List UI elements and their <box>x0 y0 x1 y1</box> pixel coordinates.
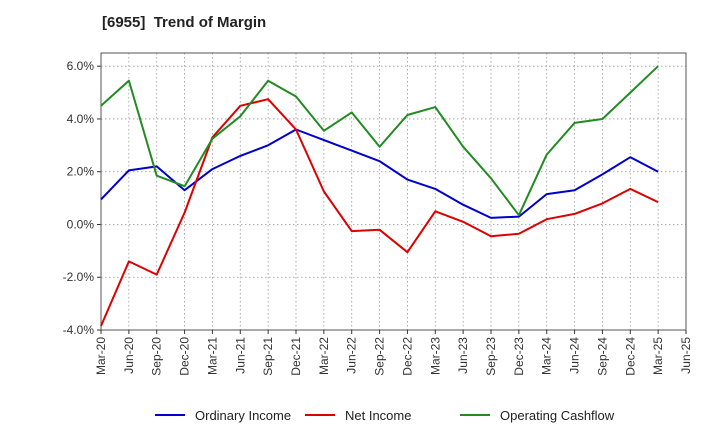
x-tick-label: Jun-24 <box>568 337 582 374</box>
x-tick-label: Sep-23 <box>484 337 498 376</box>
x-tick-label: Dec-24 <box>623 337 637 376</box>
series-line-ordinary-income <box>100 128 659 219</box>
y-tick-label: -4.0% <box>63 323 95 337</box>
chart-title: [6955] Trend of Margin <box>102 14 267 31</box>
series-line-operating-cashflow <box>100 65 659 217</box>
x-tick-label: Jun-22 <box>345 337 359 374</box>
x-tick-label: Jun-25 <box>679 337 693 374</box>
y-tick-label: 6.0% <box>67 59 95 73</box>
x-tick-label: Dec-23 <box>512 337 526 376</box>
legend-label-operating-cashflow: Operating Cashflow <box>500 408 615 423</box>
x-tick-label: Mar-23 <box>428 337 442 375</box>
x-tick-label: Jun-21 <box>233 337 247 374</box>
x-tick-label: Mar-21 <box>205 337 219 375</box>
series-line-net-income <box>100 98 659 327</box>
y-tick-label: 0.0% <box>67 217 95 231</box>
x-tick-label: Dec-20 <box>178 337 192 376</box>
legend-label-ordinary-income: Ordinary Income <box>195 408 291 423</box>
x-tick-label: Sep-20 <box>150 337 164 376</box>
x-tick-label: Mar-25 <box>651 337 665 375</box>
x-tick-label: Mar-22 <box>317 337 331 375</box>
x-tick-label: Jun-20 <box>122 337 136 374</box>
y-tick-label: 4.0% <box>67 112 95 126</box>
x-tick-label: Sep-22 <box>373 337 387 376</box>
x-tick-label: Sep-21 <box>261 337 275 376</box>
x-tick-label: Mar-24 <box>540 337 554 375</box>
y-tick-label: -2.0% <box>63 270 95 284</box>
x-tick-label: Mar-20 <box>94 337 108 375</box>
x-tick-label: Dec-22 <box>400 337 414 376</box>
y-tick-label: 2.0% <box>67 165 95 179</box>
legend-label-net-income: Net Income <box>345 408 411 423</box>
x-tick-label: Jun-23 <box>456 337 470 374</box>
x-tick-label: Sep-24 <box>595 337 609 376</box>
x-tick-label: Dec-21 <box>289 337 303 376</box>
plot-frame <box>100 52 687 331</box>
